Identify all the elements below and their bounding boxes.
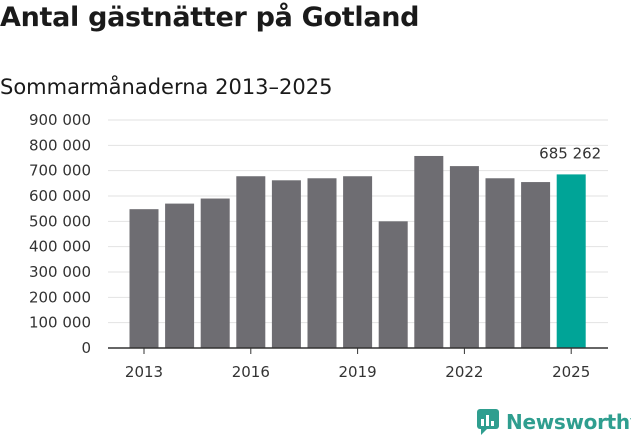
bar: [343, 176, 373, 348]
bar: [307, 178, 337, 348]
bar: [129, 209, 159, 348]
x-tick-label: 2013: [125, 363, 163, 381]
y-tick-label: 0: [81, 339, 91, 357]
y-tick-label: 800 000: [29, 136, 91, 154]
bar: [236, 176, 266, 348]
bar-highlight: [556, 174, 586, 348]
y-tick-label: 700 000: [29, 162, 91, 180]
x-tick-label: 2025: [552, 363, 590, 381]
bars: [129, 155, 586, 348]
bar: [449, 166, 479, 348]
x-axis-ticks: 2013 2016 2019 2022 2025: [125, 348, 590, 381]
bar: [165, 203, 195, 348]
y-tick-label: 600 000: [29, 187, 91, 205]
bar: [200, 198, 230, 348]
y-tick-label: 400 000: [29, 238, 91, 256]
brand-logo: Newsworthy: [476, 407, 631, 437]
bar: [485, 178, 515, 348]
bar: [521, 182, 551, 348]
y-tick-label: 200 000: [29, 288, 91, 306]
chart-title: Antal gästnätter på Gotland: [0, 2, 420, 33]
y-tick-label: 900 000: [29, 111, 91, 129]
x-tick-label: 2016: [232, 363, 270, 381]
chart-subtitle: Sommarmånaderna 2013–2025: [0, 75, 333, 99]
x-tick-label: 2022: [445, 363, 483, 381]
y-axis-ticks: 0 100 000 200 000 300 000 400 000 500 000 600 …: [29, 111, 91, 357]
newsworthy-logo-icon: [477, 409, 499, 435]
bar-chart: 0 100 000 200 000 300 000 400 000 500 000 600 …: [29, 111, 608, 381]
data-label: 685 262: [539, 144, 601, 162]
y-tick-label: 500 000: [29, 212, 91, 230]
data-labels: 685 262: [539, 144, 601, 162]
bar: [378, 221, 408, 348]
bar: [414, 155, 444, 348]
y-tick-label: 300 000: [29, 263, 91, 281]
bar: [271, 180, 301, 348]
y-tick-label: 100 000: [29, 314, 91, 332]
x-tick-label: 2019: [339, 363, 377, 381]
brand-name: Newsworthy: [506, 410, 631, 434]
